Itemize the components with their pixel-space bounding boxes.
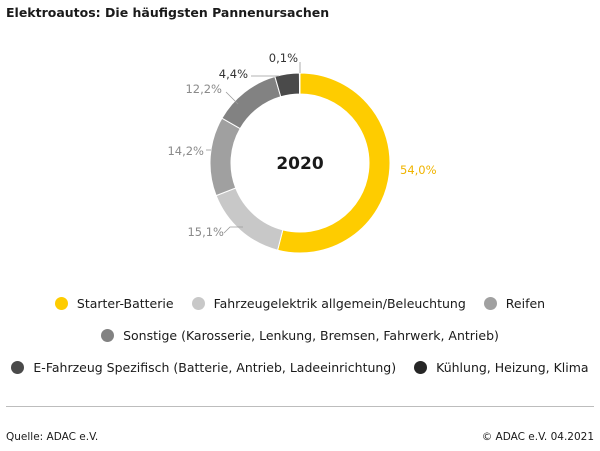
legend-row-3: E-Fahrzeug Spezifisch (Batterie, Antrieb…	[0, 360, 600, 375]
leader-line-fahrzeugelektrik-allgemein-beleuchtung	[223, 226, 243, 234]
donut-center-label: 2020	[276, 154, 323, 174]
source-note: Quelle: ADAC e.V.	[6, 431, 99, 443]
data-label-kühlung-heizung-klima: 0,1%	[269, 51, 298, 65]
donut-chart: 2020 54,0% 15,1% 14,2% 12,2%4,4% 0,1%	[167, 51, 437, 254]
data-label-starter-batterie: 54,0%	[400, 163, 437, 177]
legend-item-kuehlung: Kühlung, Heizung, Klima	[414, 360, 589, 375]
legend-label-e-fahrzeug: E-Fahrzeug Spezifisch (Batterie, Antrieb…	[33, 360, 397, 375]
donut-slice-kühlung-heizung-klima	[298, 72, 301, 95]
legend-label-starter-batterie: Starter-Batterie	[76, 296, 174, 311]
chart-title: Elektroautos: Die häufigsten Pannenursac…	[6, 5, 330, 20]
legend-item-fahrzeugelektrik: Fahrzeugelektrik allgemein/Beleuchtung	[191, 296, 466, 311]
legend-swatch-kuehlung	[414, 361, 428, 374]
copyright-note: © ADAC e.V. 04.2021	[481, 431, 594, 443]
legend-label-reifen: Reifen	[505, 296, 546, 311]
legend-swatch-fahrzeugelektrik	[191, 297, 205, 310]
donut-slice-fahrzeugelektrik-allgemein-beleuchtung	[215, 187, 284, 251]
legend-item-reifen: Reifen	[483, 296, 546, 311]
donut-slice-reifen	[209, 117, 241, 197]
data-label-reifen: 14,2%	[167, 144, 204, 158]
donut-slice-starter-batterie	[277, 72, 391, 254]
data-label-fahrzeugelektrik-allgemein-beleuchtung: 15,1%	[187, 225, 224, 239]
legend-item-starter-batterie: Starter-Batterie	[54, 296, 174, 311]
data-label-e-fahrzeug-spezifisch-batterie-antrieb-ladeeinrichtung: 4,4%	[219, 67, 248, 81]
legend-swatch-sonstige	[101, 329, 115, 342]
legend-swatch-e-fahrzeug	[11, 361, 25, 374]
legend-row-1: Starter-Batterie Fahrzeugelektrik allgem…	[0, 296, 600, 311]
footer-divider	[6, 406, 594, 407]
legend-label-sonstige: Sonstige (Karosserie, Lenkung, Bremsen, …	[123, 328, 499, 343]
legend-item-e-fahrzeug: E-Fahrzeug Spezifisch (Batterie, Antrieb…	[11, 360, 396, 375]
legend-label-kuehlung: Kühlung, Heizung, Klima	[436, 360, 589, 375]
legend-item-sonstige: Sonstige (Karosserie, Lenkung, Bremsen, …	[101, 328, 499, 343]
legend-swatch-starter-batterie	[54, 297, 68, 310]
legend-label-fahrzeugelektrik: Fahrzeugelektrik allgemein/Beleuchtung	[213, 296, 466, 311]
legend-row-2: Sonstige (Karosserie, Lenkung, Bremsen, …	[0, 328, 600, 343]
donut-slice-sonstige-karosserie-lenkung-bremsen-fahrwerk-antrieb	[221, 75, 282, 130]
data-label-sonstige-karosserie-lenkung-bremsen-fahrwerk-antrieb: 12,2%	[185, 82, 222, 96]
leader-line-sonstige-karosserie-lenkung-bremsen-fahrwerk-antrieb	[225, 91, 239, 105]
legend-swatch-reifen	[483, 297, 497, 310]
